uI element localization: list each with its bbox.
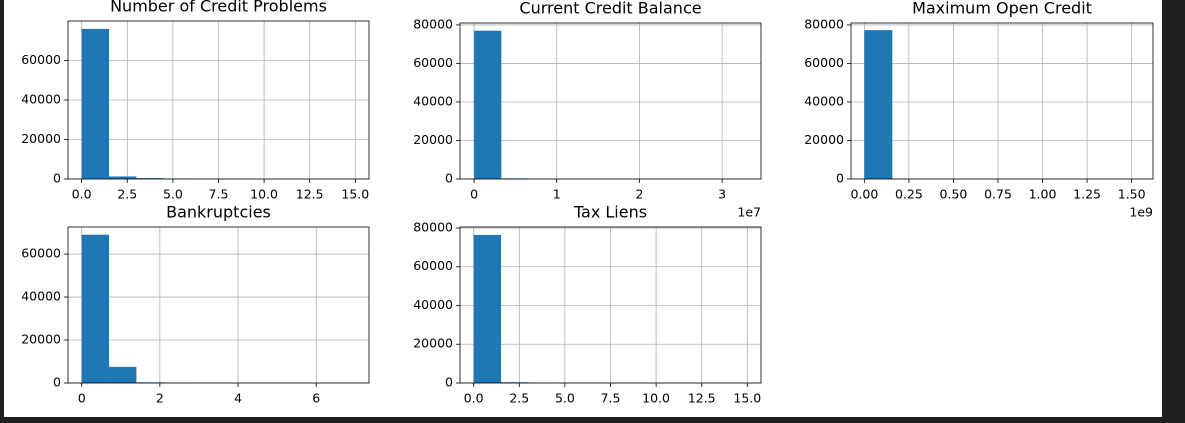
x-tick-label: 7.5 (209, 187, 229, 202)
y-tick-label: 0 (53, 171, 61, 186)
x-tick-label: 1.50 (1118, 187, 1146, 202)
x-tick-label: 12.5 (296, 187, 324, 202)
histogram-bar (864, 30, 893, 179)
x-tick-label: 0.00 (850, 187, 878, 202)
x-tick-label: 2 (635, 187, 643, 202)
chart-title: Current Credit Balance (519, 0, 701, 18)
x-tick-label: 7.5 (601, 391, 621, 406)
x-tick-label: 15.0 (733, 391, 761, 406)
histogram-bar (474, 30, 502, 179)
x-tick-label: 5.0 (163, 187, 183, 202)
x-tick-label: 2.5 (509, 391, 529, 406)
y-tick-label: 80000 (413, 16, 453, 31)
histogram-bar (109, 176, 137, 179)
chart-title: Tax Liens (573, 203, 647, 222)
x-tick-label: 1.25 (1073, 187, 1101, 202)
figure-background (4, 0, 1162, 417)
axes-frame (459, 22, 762, 180)
y-tick-label: 40000 (21, 289, 61, 304)
x-tick-label: 0.0 (72, 187, 92, 202)
y-tick-label: 0 (445, 375, 453, 390)
histogram-bar (109, 366, 137, 383)
x-tick-label: 10.0 (642, 391, 670, 406)
y-tick-label: 80000 (804, 16, 844, 31)
histogram-bar (136, 178, 164, 179)
y-tick-label: 40000 (413, 297, 453, 312)
x-tick-label: 4 (234, 391, 242, 406)
y-tick-label: 20000 (413, 336, 453, 351)
chart-title: Number of Credit Problems (110, 0, 327, 16)
x-tick-label: 0 (470, 187, 478, 202)
histogram-bar (81, 28, 110, 180)
histogram-bar (81, 234, 110, 383)
y-tick-label: 0 (836, 171, 844, 186)
y-tick-label: 40000 (804, 93, 844, 108)
x-tick-label: 2.5 (117, 187, 137, 202)
y-tick-label: 60000 (413, 258, 453, 273)
x-tick-label: 3 (718, 187, 726, 202)
y-tick-label: 60000 (21, 52, 61, 67)
x-tick-label: 2 (156, 391, 164, 406)
x-tick-label: 0.75 (984, 187, 1012, 202)
y-tick-label: 40000 (413, 93, 453, 108)
x-tick-label: 5.0 (555, 391, 575, 406)
x-tick-label: 15.0 (341, 187, 369, 202)
y-tick-label: 0 (445, 171, 453, 186)
axes-frame (67, 226, 370, 384)
axes-frame (850, 22, 1154, 180)
x-tick-label: 12.5 (688, 391, 716, 406)
x-offset-label: 1e7 (737, 205, 761, 220)
x-tick-label: 1 (553, 187, 561, 202)
histogram-bar (473, 234, 502, 383)
x-tick-label: 10.0 (250, 187, 278, 202)
x-tick-label: 0.25 (895, 187, 923, 202)
y-tick-label: 20000 (21, 332, 61, 347)
y-tick-label: 20000 (804, 132, 844, 147)
x-tick-label: 0.50 (940, 187, 968, 202)
x-tick-label: 6 (312, 391, 320, 406)
x-tick-label: 0 (78, 391, 86, 406)
x-tick-label: 0.0 (464, 391, 484, 406)
y-tick-label: 60000 (804, 55, 844, 70)
y-tick-label: 20000 (413, 132, 453, 147)
x-offset-label: 1e9 (1129, 205, 1153, 220)
y-tick-label: 40000 (21, 92, 61, 107)
y-tick-label: 60000 (413, 55, 453, 70)
y-tick-label: 60000 (21, 246, 61, 261)
x-tick-label: 1.00 (1029, 187, 1057, 202)
chart-title: Maximum Open Credit (912, 0, 1092, 18)
y-tick-label: 0 (53, 375, 61, 390)
chart-title: Bankruptcies (166, 203, 271, 222)
y-tick-label: 20000 (21, 131, 61, 146)
y-tick-label: 80000 (413, 219, 453, 234)
